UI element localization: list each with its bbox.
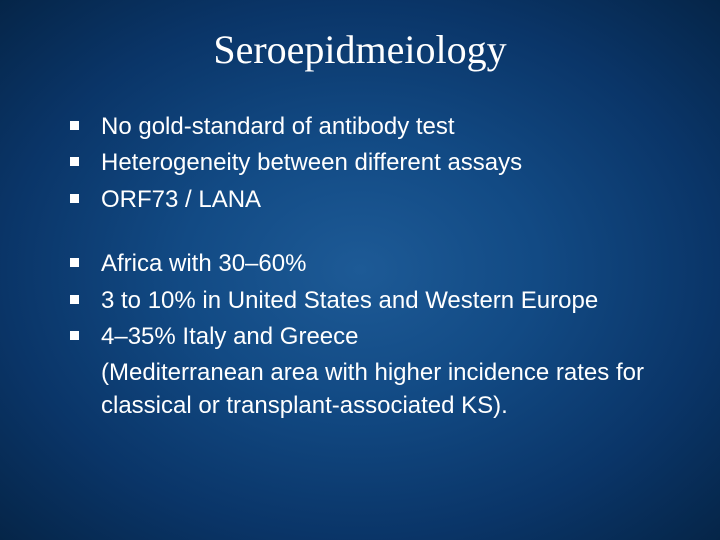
bullet-text: No gold-standard of antibody test xyxy=(101,111,660,143)
bullet-text: ORF73 / LANA xyxy=(101,184,660,216)
bullet-group-2: Africa with 30–60% 3 to 10% in United St… xyxy=(70,248,660,422)
bullet-item: No gold-standard of antibody test xyxy=(70,111,660,143)
bullet-group-1: No gold-standard of antibody test Hetero… xyxy=(70,111,660,216)
bullet-item: ORF73 / LANA xyxy=(70,184,660,216)
bullet-item: 3 to 10% in United States and Western Eu… xyxy=(70,285,660,317)
square-bullet-icon xyxy=(70,121,79,130)
continuation-text: (Mediterranean area with higher incidenc… xyxy=(101,357,660,422)
slide-title: Seroepidmeiology xyxy=(60,26,660,73)
bullet-text: 3 to 10% in United States and Western Eu… xyxy=(101,285,660,317)
bullet-text: 4–35% Italy and Greece xyxy=(101,321,660,353)
square-bullet-icon xyxy=(70,194,79,203)
square-bullet-icon xyxy=(70,258,79,267)
bullet-text: Africa with 30–60% xyxy=(101,248,660,280)
square-bullet-icon xyxy=(70,331,79,340)
bullet-item: Heterogeneity between different assays xyxy=(70,147,660,179)
square-bullet-icon xyxy=(70,295,79,304)
slide: Seroepidmeiology No gold-standard of ant… xyxy=(0,0,720,540)
bullet-text: Heterogeneity between different assays xyxy=(101,147,660,179)
slide-content: No gold-standard of antibody test Hetero… xyxy=(60,111,660,422)
bullet-item: Africa with 30–60% xyxy=(70,248,660,280)
bullet-item: 4–35% Italy and Greece xyxy=(70,321,660,353)
square-bullet-icon xyxy=(70,157,79,166)
